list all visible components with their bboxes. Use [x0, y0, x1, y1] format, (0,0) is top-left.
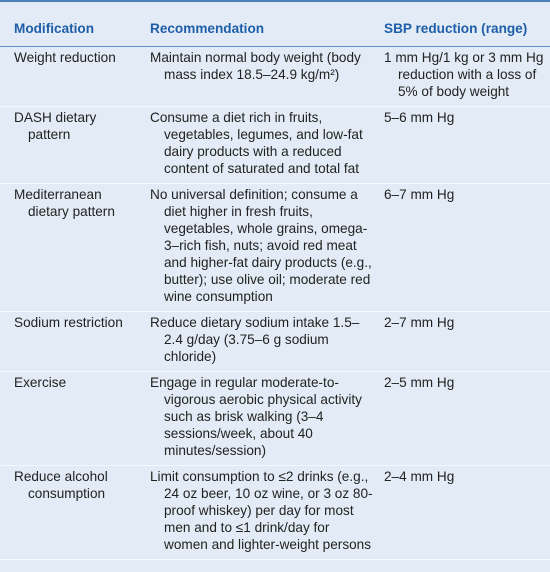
table-row: Reduce alcohol consumption Limit consumpt…: [0, 465, 550, 560]
table-cell: Exercise: [0, 371, 140, 466]
table-cell: Sodium restriction: [0, 311, 140, 372]
table-row: Mediterranean dietary pattern No universa…: [0, 183, 550, 312]
cell-text: Sodium restriction: [14, 315, 123, 330]
cell-text: Mediterranean dietary pattern: [14, 187, 115, 219]
cell-text: Maintain normal body weight (body mass i…: [150, 50, 361, 82]
table-cell: Engage in regular moderate-to-vigorous a…: [140, 371, 374, 466]
cell-text: Weight reduction: [14, 50, 116, 65]
header-row: Modification Recommendation SBP reduction …: [0, 2, 550, 47]
cell-text: 2–4 mm Hg: [384, 469, 455, 484]
cell-text: 5–6 mm Hg: [384, 110, 455, 125]
table-cell: Reduce alcohol consumption: [0, 465, 140, 560]
table-row: Exercise Engage in regular moderate-to-vi…: [0, 371, 550, 466]
cell-text: 6–7 mm Hg: [384, 187, 455, 202]
table-row: Sodium restriction Reduce dietary sodium …: [0, 311, 550, 372]
cell-text: Engage in regular moderate-to-vigorous a…: [150, 375, 362, 458]
header-cell: Recommendation: [140, 2, 374, 47]
cell-text: Reduce alcohol consumption: [14, 469, 108, 501]
cell-text: 1 mm Hg/1 kg or 3 mm Hg reduction with a…: [384, 50, 544, 99]
cell-text: DASH dietary pattern: [14, 110, 97, 142]
table-cell: 6–7 mm Hg: [374, 183, 550, 312]
cell-text: 2–5 mm Hg: [384, 375, 455, 390]
table-row: DASH dietary pattern Consume a diet rich …: [0, 106, 550, 184]
table-cell: DASH dietary pattern: [0, 106, 140, 184]
cell-text: No universal definition; consume a diet …: [150, 187, 372, 304]
cell-text: Limit consumption to ≤2 drinks (e.g., 24…: [150, 469, 373, 552]
table-cell: 5–6 mm Hg: [374, 106, 550, 184]
header-cell: Modification: [0, 2, 140, 47]
table-cell: Consume a diet rich in fruits, vegetable…: [140, 106, 374, 184]
table-cell: Weight reduction: [0, 46, 140, 107]
cell-text: Consume a diet rich in fruits, vegetable…: [150, 110, 363, 176]
table-cell: No universal definition; consume a diet …: [140, 183, 374, 312]
table-cell: 2–7 mm Hg: [374, 311, 550, 372]
table-cell: Reduce dietary sodium intake 1.5–2.4 g/d…: [140, 311, 374, 372]
table-cell: Limit consumption to ≤2 drinks (e.g., 24…: [140, 465, 374, 560]
cell-text: 2–7 mm Hg: [384, 315, 455, 330]
table-cell: Mediterranean dietary pattern: [0, 183, 140, 312]
cell-text: Exercise: [14, 375, 67, 390]
table-cell: 2–4 mm Hg: [374, 465, 550, 560]
table: Modification Recommendation SBP reduction …: [0, 2, 550, 560]
header-cell: SBP reduction (range): [374, 2, 550, 47]
table-cell: 2–5 mm Hg: [374, 371, 550, 466]
table-row: Weight reduction Maintain normal body wei…: [0, 46, 550, 107]
table-cell: 1 mm Hg/1 kg or 3 mm Hg reduction with a…: [374, 46, 550, 107]
table-cell: Maintain normal body weight (body mass i…: [140, 46, 374, 107]
cell-text: Reduce dietary sodium intake 1.5–2.4 g/d…: [150, 315, 360, 364]
